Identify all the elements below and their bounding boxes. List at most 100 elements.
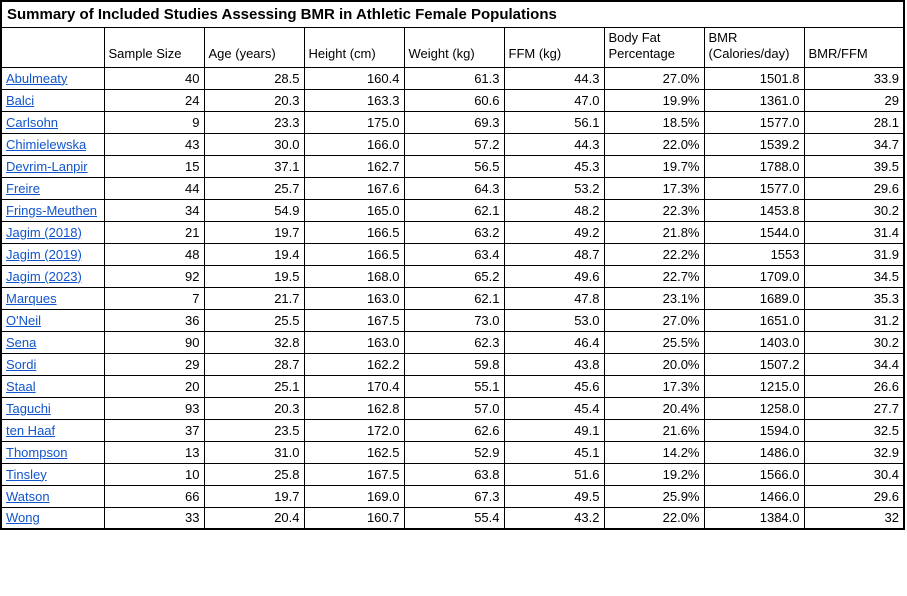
table-row: Thompson 13 31.0 162.5 52.9 45.1 14.2% 1486.0 32… — [0, 440, 905, 464]
study-link[interactable]: O'Neil — [6, 312, 41, 328]
table-row: Sordi 29 28.7 162.2 59.8 43.8 20.0% 1507.2 34.4 — [0, 352, 905, 376]
value-cell: 34.4 — [803, 352, 905, 376]
value-cell: 22.0% — [603, 132, 705, 156]
value-cell: 56.1 — [503, 110, 605, 134]
study-link[interactable]: Devrim-Lanpir — [6, 158, 88, 174]
value-cell: 25.8 — [203, 462, 305, 486]
value-cell: 167.5 — [303, 308, 405, 332]
value-cell: 162.7 — [303, 154, 405, 178]
column-header-age: Age (years) — [203, 26, 305, 68]
study-cell: Wong — [0, 506, 105, 530]
value-cell: 20 — [103, 374, 205, 398]
value-cell: 35.3 — [803, 286, 905, 310]
value-cell: 162.8 — [303, 396, 405, 420]
study-link[interactable]: Tinsley — [6, 466, 47, 482]
study-link[interactable]: Chimielewska — [6, 136, 87, 152]
study-cell: Watson — [0, 484, 105, 508]
value-cell: 62.1 — [403, 286, 505, 310]
study-link[interactable]: Thompson — [6, 444, 68, 460]
study-link[interactable]: Watson — [6, 488, 50, 504]
table-row: Sena 90 32.8 163.0 62.3 46.4 25.5% 1403.0 30.2 — [0, 330, 905, 354]
value-cell: 20.0% — [603, 352, 705, 376]
value-cell: 163.0 — [303, 330, 405, 354]
value-cell: 44 — [103, 176, 205, 200]
study-link[interactable]: Sena — [6, 334, 37, 350]
table-body: Abulmeaty 40 28.5 160.4 61.3 44.3 27.0% 1501.8 3… — [0, 66, 905, 530]
value-cell: 162.5 — [303, 440, 405, 464]
column-header-weight: Weight (kg) — [403, 26, 505, 68]
table-row: Frings-Meuthen 34 54.9 165.0 62.1 48.2 22.3% 14… — [0, 198, 905, 222]
study-cell: Carlsohn — [0, 110, 105, 134]
table-row: Jagim (2023) 92 19.5 168.0 65.2 49.6 22.7% 1709… — [0, 264, 905, 288]
value-cell: 1788.0 — [703, 154, 805, 178]
value-cell: 31.0 — [203, 440, 305, 464]
study-cell: Frings-Meuthen — [0, 198, 105, 222]
value-cell: 32.5 — [803, 418, 905, 442]
value-cell: 52.9 — [403, 440, 505, 464]
value-cell: 160.7 — [303, 506, 405, 530]
value-cell: 22.7% — [603, 264, 705, 288]
value-cell: 93 — [103, 396, 205, 420]
study-link[interactable]: Jagim (2019) — [6, 246, 82, 262]
value-cell: 21.8% — [603, 220, 705, 244]
study-cell: Jagim (2018) — [0, 220, 105, 244]
study-link[interactable]: ten Haaf — [6, 422, 56, 438]
study-link[interactable]: Taguchi — [6, 400, 51, 416]
study-link[interactable]: Marques — [6, 290, 57, 306]
value-cell: 28.1 — [803, 110, 905, 134]
value-cell: 57.0 — [403, 396, 505, 420]
value-cell: 175.0 — [303, 110, 405, 134]
value-cell: 21 — [103, 220, 205, 244]
value-cell: 166.5 — [303, 220, 405, 244]
study-link[interactable]: Staal — [6, 378, 36, 394]
value-cell: 45.3 — [503, 154, 605, 178]
study-link[interactable]: Freire — [6, 180, 40, 196]
value-cell: 1258.0 — [703, 396, 805, 420]
value-cell: 25.7 — [203, 176, 305, 200]
study-link[interactable]: Jagim (2023) — [6, 268, 82, 284]
value-cell: 169.0 — [303, 484, 405, 508]
value-cell: 25.9% — [603, 484, 705, 508]
value-cell: 1709.0 — [703, 264, 805, 288]
value-cell: 172.0 — [303, 418, 405, 442]
value-cell: 29 — [103, 352, 205, 376]
value-cell: 167.6 — [303, 176, 405, 200]
study-cell: Abulmeaty — [0, 66, 105, 90]
studies-table: Summary of Included Studies Assessing BM… — [0, 0, 906, 530]
value-cell: 33.9 — [803, 66, 905, 90]
value-cell: 23.1% — [603, 286, 705, 310]
value-cell: 27.7 — [803, 396, 905, 420]
study-cell: Marques — [0, 286, 105, 310]
study-cell: Sena — [0, 330, 105, 354]
value-cell: 1215.0 — [703, 374, 805, 398]
value-cell: 20.4% — [603, 396, 705, 420]
value-cell: 20.4 — [203, 506, 305, 530]
value-cell: 30.4 — [803, 462, 905, 486]
value-cell: 64.3 — [403, 176, 505, 200]
value-cell: 47.0 — [503, 88, 605, 112]
column-header-body-fat: Body Fat Percentage — [603, 26, 705, 68]
value-cell: 21.7 — [203, 286, 305, 310]
table-row: Devrim-Lanpir 15 37.1 162.7 56.5 45.3 19.7% 178… — [0, 154, 905, 178]
study-link[interactable]: Frings-Meuthen — [6, 202, 98, 218]
table-title-row: Summary of Included Studies Assessing BM… — [0, 0, 905, 28]
study-cell: Chimielewska — [0, 132, 105, 156]
study-cell: O'Neil — [0, 308, 105, 332]
value-cell: 1544.0 — [703, 220, 805, 244]
study-link[interactable]: Abulmeaty — [6, 70, 68, 86]
value-cell: 31.9 — [803, 242, 905, 266]
value-cell: 45.1 — [503, 440, 605, 464]
study-link[interactable]: Sordi — [6, 356, 37, 372]
study-link[interactable]: Jagim (2018) — [6, 224, 82, 240]
value-cell: 22.2% — [603, 242, 705, 266]
value-cell: 34 — [103, 198, 205, 222]
value-cell: 53.0 — [503, 308, 605, 332]
value-cell: 33 — [103, 506, 205, 530]
value-cell: 32 — [803, 506, 905, 530]
study-link[interactable]: Carlsohn — [6, 114, 59, 130]
study-link[interactable]: Wong — [6, 510, 40, 526]
value-cell: 18.5% — [603, 110, 705, 134]
value-cell: 57.2 — [403, 132, 505, 156]
column-header-study — [0, 26, 105, 68]
study-link[interactable]: Balci — [6, 92, 35, 108]
